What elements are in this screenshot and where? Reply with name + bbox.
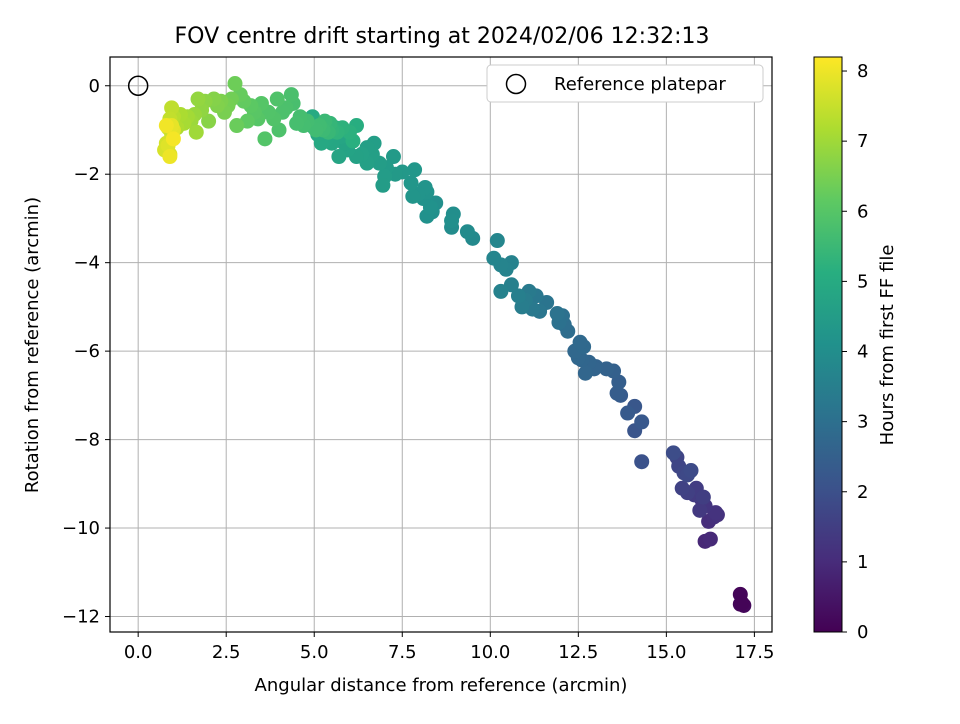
data-point bbox=[444, 213, 460, 229]
x-axis-label: Angular distance from reference (arcmin) bbox=[255, 675, 628, 696]
data-point bbox=[459, 224, 475, 240]
data-point bbox=[375, 177, 391, 193]
y-tick-label: −10 bbox=[62, 518, 100, 539]
data-point bbox=[385, 149, 401, 165]
data-point bbox=[188, 124, 204, 140]
data-point bbox=[283, 87, 299, 103]
data-point bbox=[695, 489, 711, 505]
x-axis-ticks: 0.0 2.5 5.0 7.5 10.0 12.5 15.0 17.5 bbox=[124, 632, 774, 663]
data-point bbox=[227, 76, 243, 92]
colorbar-label: Hours from first FF file bbox=[877, 245, 898, 446]
data-point bbox=[269, 91, 285, 107]
legend-entry-reference: Reference platepar bbox=[554, 74, 726, 95]
colorbar-tick-label: 7 bbox=[857, 131, 868, 152]
data-point bbox=[609, 385, 625, 401]
colorbar: 0 1 2 3 4 5 6 7 8 Hours from first FF file bbox=[813, 56, 898, 643]
colorbar-tick-label: 0 bbox=[857, 622, 868, 643]
colorbar-tick-label: 2 bbox=[857, 482, 868, 503]
reference-point bbox=[127, 75, 149, 96]
data-point bbox=[572, 334, 588, 350]
data-point bbox=[620, 405, 636, 421]
data-point bbox=[158, 118, 174, 134]
y-tick-label: −4 bbox=[73, 253, 100, 274]
colorbar-tick-label: 1 bbox=[857, 552, 868, 573]
y-axis-ticks: 0 −2 −4 −6 −8 −10 −12 bbox=[62, 76, 110, 628]
data-point bbox=[289, 115, 305, 131]
data-point bbox=[403, 175, 419, 191]
data-point bbox=[510, 288, 526, 304]
data-point bbox=[702, 531, 718, 547]
data-point bbox=[165, 131, 181, 147]
y-tick-label: −12 bbox=[62, 607, 100, 628]
data-point bbox=[229, 118, 245, 134]
colorbar-tick-label: 5 bbox=[857, 271, 868, 292]
y-tick-label: −8 bbox=[73, 430, 100, 451]
data-point bbox=[634, 414, 650, 430]
data-point bbox=[407, 162, 423, 178]
data-point bbox=[486, 250, 502, 266]
data-point bbox=[405, 188, 421, 204]
data-point bbox=[493, 283, 509, 299]
colorbar-ticks: 0 1 2 3 4 5 6 7 8 bbox=[842, 61, 868, 643]
data-point bbox=[489, 233, 505, 249]
data-point bbox=[331, 149, 347, 165]
chart-title: FOV centre drift starting at 2024/02/06 … bbox=[175, 24, 710, 49]
data-point bbox=[164, 100, 180, 116]
x-tick-label: 17.5 bbox=[734, 642, 774, 663]
x-tick-label: 7.5 bbox=[388, 642, 417, 663]
data-point bbox=[683, 463, 699, 479]
y-tick-label: −2 bbox=[73, 164, 100, 185]
y-tick-label: −6 bbox=[73, 341, 100, 362]
reference-marker bbox=[127, 75, 149, 96]
y-tick-label: 0 bbox=[89, 76, 100, 97]
data-point bbox=[674, 480, 690, 496]
data-point bbox=[549, 306, 565, 322]
x-tick-label: 5.0 bbox=[300, 642, 329, 663]
colorbar-tick-label: 3 bbox=[857, 412, 868, 433]
grid-lines bbox=[110, 57, 772, 632]
x-tick-label: 12.5 bbox=[558, 642, 598, 663]
legend-box bbox=[486, 64, 764, 103]
data-point bbox=[201, 113, 217, 129]
data-points bbox=[157, 76, 752, 613]
data-point bbox=[190, 91, 206, 107]
plot-frame bbox=[109, 56, 773, 633]
legend: Reference platepar bbox=[486, 64, 764, 103]
data-point bbox=[634, 454, 650, 470]
x-tick-label: 2.5 bbox=[212, 642, 241, 663]
x-tick-label: 10.0 bbox=[470, 642, 510, 663]
colorbar-tick-label: 4 bbox=[857, 342, 868, 363]
colorbar-tick-label: 6 bbox=[857, 201, 868, 222]
x-tick-label: 15.0 bbox=[646, 642, 686, 663]
data-point bbox=[734, 595, 750, 611]
data-point bbox=[257, 131, 273, 147]
colorbar-gradient bbox=[813, 56, 843, 633]
data-point bbox=[577, 365, 593, 381]
data-point bbox=[162, 149, 178, 165]
colorbar-tick-label: 8 bbox=[857, 61, 868, 82]
data-point bbox=[665, 445, 681, 461]
y-axis-label: Rotation from reference (arcmin) bbox=[22, 197, 43, 493]
legend-marker bbox=[505, 73, 527, 95]
x-tick-label: 0.0 bbox=[124, 642, 153, 663]
data-point bbox=[692, 502, 708, 518]
